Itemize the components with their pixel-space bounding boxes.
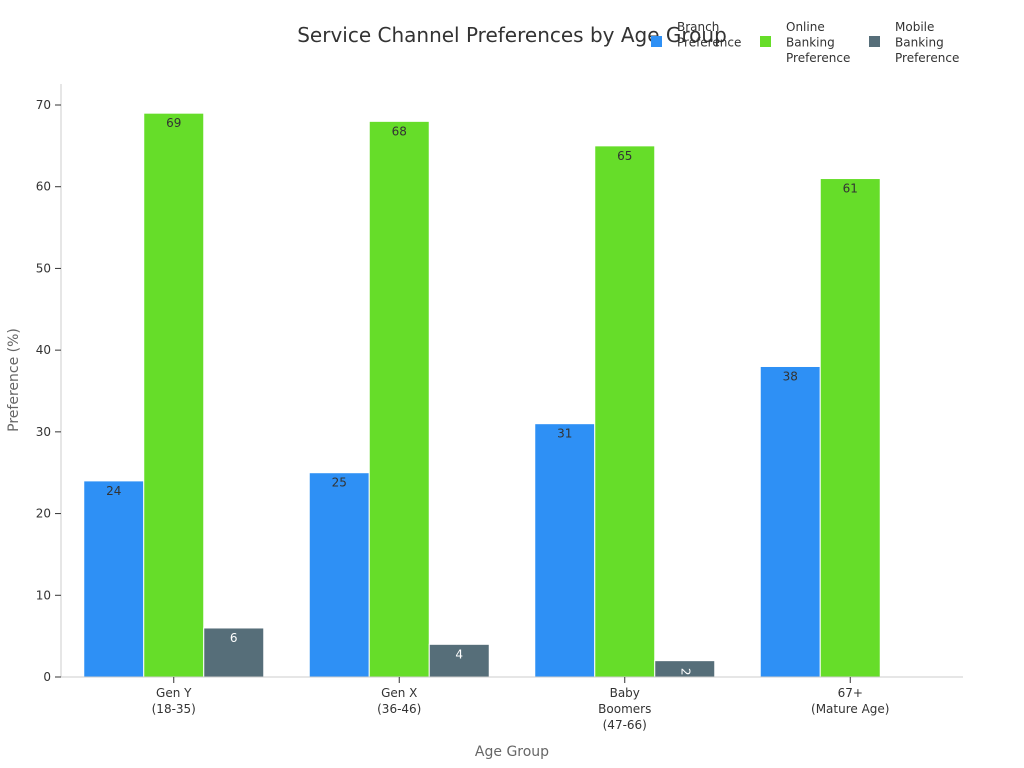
x-axis-title: Age Group <box>475 744 549 760</box>
bar <box>308 472 370 678</box>
bar-value-label: 68 <box>392 124 407 138</box>
legend-label: Mobile Banking Preference <box>895 20 959 65</box>
y-tick-label: 70 <box>36 98 51 112</box>
bar <box>759 365 821 678</box>
legend-label: Online Banking Preference <box>786 20 850 65</box>
bars-layer <box>83 112 881 678</box>
legend-swatch <box>651 36 662 47</box>
bar <box>428 643 490 678</box>
bar-value-label: 65 <box>617 149 632 163</box>
legend-swatch <box>869 36 880 47</box>
x-tick-label: 67+ (Mature Age) <box>811 686 889 716</box>
y-tick-label: 30 <box>36 425 51 439</box>
bar-value-label: 4 <box>455 647 463 661</box>
bar-value-label: 61 <box>843 182 858 196</box>
y-tick-label: 50 <box>36 261 51 275</box>
legend-swatch <box>760 36 771 47</box>
bar-value-label: 69 <box>166 116 181 130</box>
y-tick-label: 0 <box>43 670 51 684</box>
bar-value-label: 38 <box>783 369 798 383</box>
y-tick-label: 10 <box>36 588 51 602</box>
bar <box>83 480 145 678</box>
x-ticks: Gen Y (18-35) Gen X (36-46) Baby Boomers (47-6… <box>152 677 889 732</box>
legend-label: Branch Preference <box>677 20 741 50</box>
x-tick-label: Gen Y (18-35) <box>152 686 196 716</box>
bar <box>534 423 596 678</box>
legend: Branch Preference Online Banking Preference M… <box>651 20 959 65</box>
bar-value-label: 6 <box>230 631 238 645</box>
bar <box>594 145 656 678</box>
y-tick-label: 20 <box>36 507 51 521</box>
bar-labels-layer: 24 69 6 25 68 4 31 65 2 38 61 <box>106 116 858 675</box>
y-tick-label: 60 <box>36 180 51 194</box>
y-axis-title: Preference (%) <box>6 328 22 432</box>
bar <box>819 178 881 678</box>
bar <box>203 627 265 678</box>
y-tick-label: 40 <box>36 343 51 357</box>
x-tick-label: Baby Boomers (47-66) <box>598 686 651 732</box>
bar-value-label: 25 <box>332 476 347 490</box>
bar-value-label: 24 <box>106 484 121 498</box>
y-ticks: 0 10 20 30 40 50 60 70 <box>36 98 61 684</box>
bar-value-label: 31 <box>557 427 572 441</box>
bar <box>143 112 205 678</box>
chart-title: Service Channel Preferences by Age Group <box>297 23 727 47</box>
bar <box>368 120 430 678</box>
x-tick-label: Gen X (36-46) <box>377 686 421 716</box>
bar-value-label: 2 <box>678 668 692 676</box>
